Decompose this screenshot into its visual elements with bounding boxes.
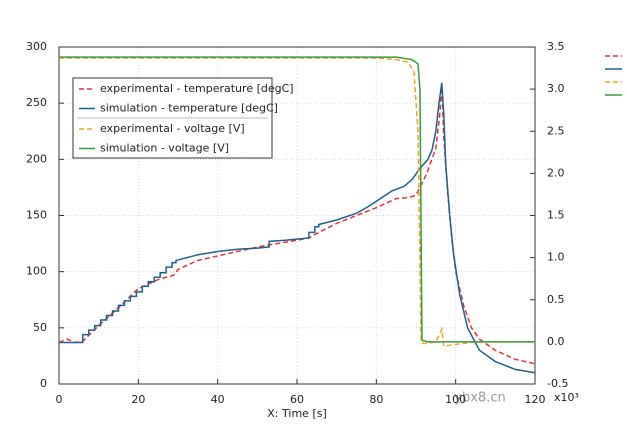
y2-tick-label: -0.5	[547, 377, 568, 390]
x-tick-label: 20	[131, 393, 145, 406]
y2-tick-label: 0.0	[547, 335, 565, 348]
x-tick-label: 0	[56, 393, 63, 406]
legend: experimental - temperature [degC] simulat…	[72, 77, 294, 159]
cropped-legend	[605, 55, 622, 96]
y-tick-label: 200	[26, 152, 47, 165]
series-line	[59, 82, 536, 374]
y2-tick-label: 2.5	[547, 124, 565, 137]
y-tick-label: 250	[26, 96, 47, 109]
x-scale-label: x10³	[554, 391, 579, 404]
x-tick-label: 120	[525, 393, 546, 406]
x-tick-label: 60	[290, 393, 304, 406]
x-tick-label: 40	[211, 393, 225, 406]
legend-label: simulation - voltage [V]	[100, 142, 229, 155]
y2-tick-label: 3.5	[547, 40, 565, 53]
y-tick-label: 0	[40, 377, 47, 390]
y-tick-label: 50	[33, 321, 47, 334]
y2-tick-label: 1.0	[547, 251, 565, 264]
y-tick-label: 100	[26, 265, 47, 278]
watermark: ybx8.cn	[454, 391, 505, 406]
plot-frame	[58, 46, 536, 385]
legend-label: simulation - temperature [degC]	[100, 102, 278, 115]
legend-label: experimental - temperature [degC]	[100, 82, 294, 95]
y2-tick-label: 1.5	[547, 209, 565, 222]
y-tick-label: 300	[26, 40, 47, 53]
x-tick-label: 100	[445, 393, 466, 406]
x-tick-label: 80	[369, 393, 383, 406]
legend-label: experimental - voltage [V]	[100, 122, 245, 135]
series-line	[59, 56, 535, 343]
series-line	[59, 57, 535, 347]
x-axis-label: X: Time [s]	[267, 407, 326, 420]
y2-tick-label: 3.0	[547, 82, 565, 95]
y-tick-label: 150	[26, 209, 47, 222]
y2-tick-label: 0.5	[547, 293, 565, 306]
y2-tick-label: 2.0	[547, 166, 565, 179]
